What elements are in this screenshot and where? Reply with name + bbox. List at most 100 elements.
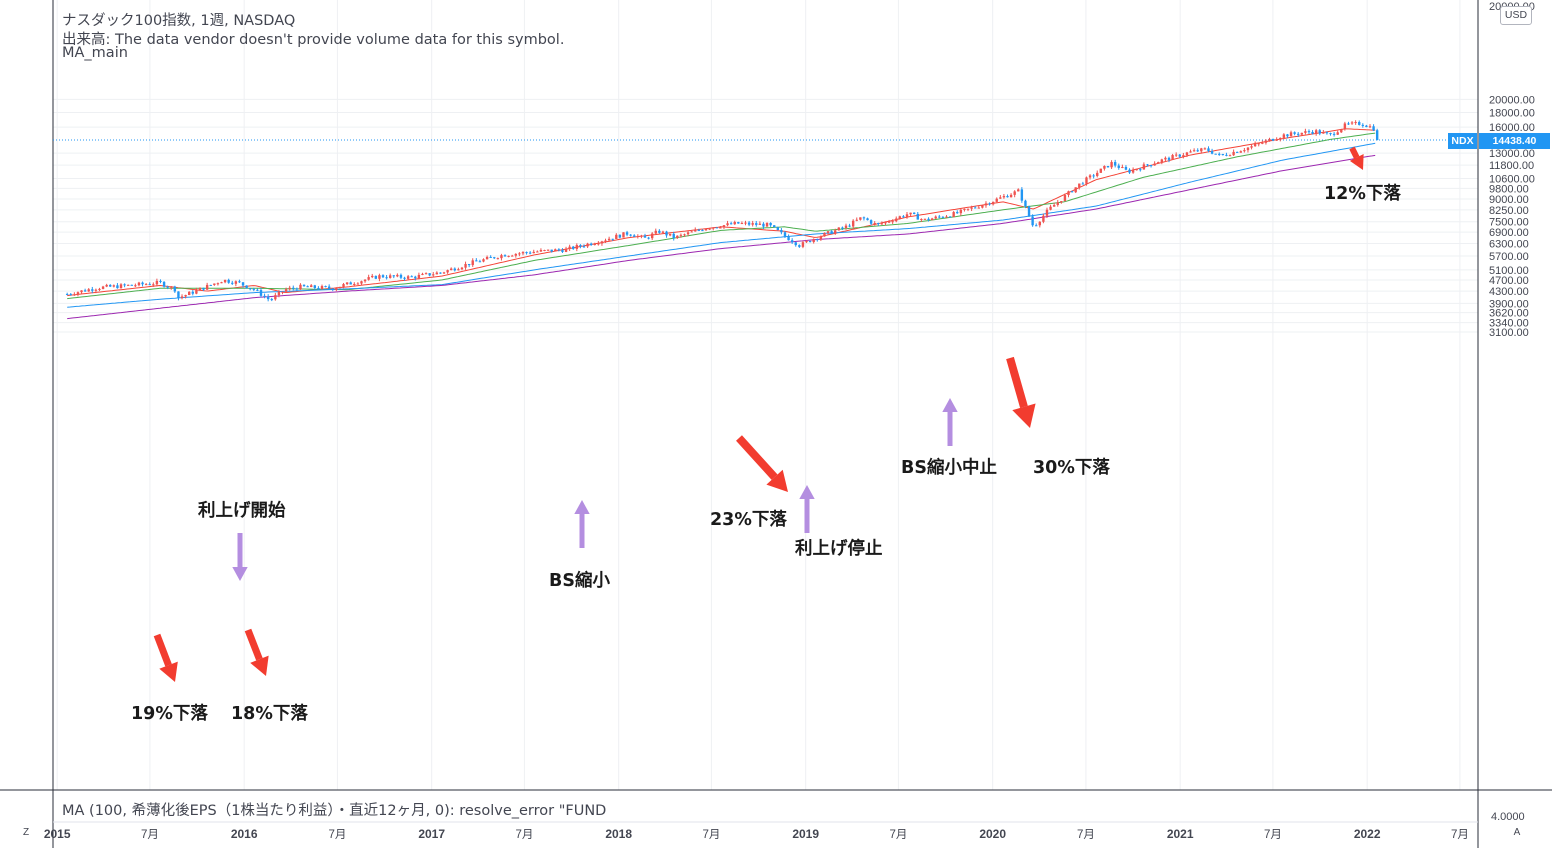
candle-body bbox=[658, 230, 661, 233]
candle-body bbox=[1268, 138, 1271, 141]
candle-body bbox=[851, 220, 855, 227]
candle-body bbox=[1196, 150, 1199, 152]
nav-right-button[interactable]: A bbox=[1513, 827, 1521, 838]
candle-body bbox=[1092, 175, 1095, 177]
candle-body bbox=[1106, 165, 1110, 168]
candle-body bbox=[841, 227, 844, 229]
ma-line-2 bbox=[67, 132, 1376, 300]
candle-body bbox=[762, 223, 765, 227]
candle-body bbox=[1368, 126, 1372, 128]
candle-body bbox=[209, 284, 212, 286]
candle-body bbox=[1203, 148, 1207, 150]
nav-left-button[interactable]: Z bbox=[22, 827, 30, 838]
candle-body bbox=[76, 292, 80, 295]
y-tick-label: 3100.00 bbox=[1489, 327, 1529, 339]
candle-body bbox=[399, 274, 403, 278]
candle-body bbox=[891, 221, 894, 223]
candle-body bbox=[1185, 152, 1189, 156]
candle-body bbox=[256, 289, 259, 291]
candle-body bbox=[676, 235, 679, 239]
candle-body bbox=[152, 284, 155, 286]
candle-body bbox=[144, 284, 148, 286]
candle-body bbox=[572, 246, 575, 249]
candle-body bbox=[776, 227, 780, 231]
candle-body bbox=[575, 245, 579, 249]
candle-body bbox=[1013, 191, 1016, 195]
candle-body bbox=[963, 208, 966, 210]
candle-body bbox=[672, 233, 675, 239]
x-tick-label: 7月 bbox=[1077, 829, 1095, 841]
candle-body bbox=[1060, 201, 1063, 203]
candle-body bbox=[539, 250, 543, 252]
candle-body bbox=[191, 291, 194, 294]
candle-body bbox=[1350, 122, 1354, 124]
candle-body bbox=[371, 275, 374, 278]
candle-body bbox=[1318, 130, 1321, 134]
candle-body bbox=[661, 231, 665, 233]
candle-body bbox=[873, 223, 876, 225]
arrow-drop23-shaft bbox=[736, 435, 778, 480]
candle-body bbox=[582, 246, 586, 248]
indicator-label[interactable]: MA (100, 希薄化後EPS（1株当たり利益）・直近12ヶ月, 0): re… bbox=[62, 803, 607, 819]
y-tick-label: 20000.00 bbox=[1489, 94, 1535, 106]
candle-body bbox=[220, 282, 223, 284]
candle-body bbox=[385, 277, 388, 279]
candle-body bbox=[787, 236, 790, 241]
candle-body bbox=[1067, 191, 1070, 196]
candle-body bbox=[1325, 132, 1329, 134]
currency-button[interactable]: USD bbox=[1500, 6, 1532, 25]
candle-body bbox=[471, 260, 474, 266]
y-tick-label: 3340.00 bbox=[1489, 318, 1529, 330]
candle-body bbox=[184, 295, 187, 297]
ma-main-label[interactable]: MA_main bbox=[62, 45, 128, 61]
candle-body bbox=[668, 233, 672, 236]
y-tick-label: 4700.00 bbox=[1489, 275, 1529, 287]
candle-body bbox=[507, 255, 510, 257]
candle-body bbox=[855, 219, 858, 221]
candle-body bbox=[1375, 130, 1379, 140]
candle-body bbox=[561, 250, 564, 252]
candle-body bbox=[1074, 187, 1077, 193]
candle-body bbox=[227, 279, 230, 283]
candle-body bbox=[439, 272, 442, 274]
candle-body bbox=[162, 281, 166, 287]
candle-body bbox=[694, 229, 697, 232]
candle-body bbox=[970, 207, 973, 209]
y-tick-label: 6900.00 bbox=[1489, 227, 1529, 239]
candle-body bbox=[270, 299, 273, 301]
candle-body bbox=[790, 240, 794, 243]
candle-body bbox=[1017, 189, 1020, 192]
candle-body bbox=[528, 252, 532, 254]
candle-body bbox=[633, 235, 636, 237]
candle-body bbox=[1167, 157, 1171, 160]
candle-body bbox=[170, 286, 173, 288]
x-tick-label: 7月 bbox=[141, 829, 159, 841]
candle-body bbox=[378, 275, 381, 279]
candle-body bbox=[1085, 177, 1088, 184]
candle-body bbox=[869, 220, 873, 224]
candle-body bbox=[249, 288, 252, 290]
candle-body bbox=[277, 291, 281, 296]
candle-body bbox=[844, 225, 848, 229]
candle-body bbox=[780, 230, 783, 233]
candle-body bbox=[116, 285, 119, 289]
candle-body bbox=[1275, 139, 1278, 141]
candle-body bbox=[740, 223, 744, 225]
candle-body bbox=[101, 286, 105, 289]
candle-body bbox=[640, 235, 643, 237]
x-tick-label: 2022 bbox=[1354, 827, 1381, 841]
candle-body bbox=[665, 231, 668, 236]
candle-body bbox=[288, 287, 291, 290]
candle-body bbox=[765, 222, 769, 227]
candle-body bbox=[579, 245, 582, 247]
candle-body bbox=[546, 249, 550, 251]
y-tick-label: 5100.00 bbox=[1489, 265, 1529, 277]
candle-body bbox=[360, 281, 363, 284]
annotation-drop30: 30%下落 bbox=[1033, 458, 1110, 478]
candle-body bbox=[783, 232, 787, 237]
candle-body bbox=[134, 285, 137, 287]
ma-line-3 bbox=[67, 142, 1376, 308]
candle-body bbox=[984, 203, 988, 206]
